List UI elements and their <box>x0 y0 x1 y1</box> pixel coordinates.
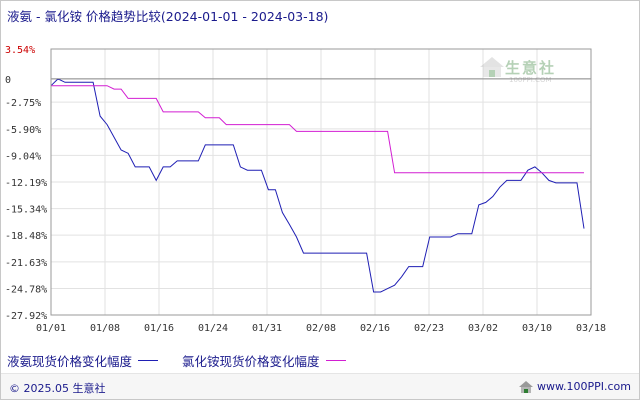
watermark-name: 生意社 <box>505 58 557 77</box>
y-tick-label: -9.04% <box>5 151 41 162</box>
footer-copyright: © 2025.05 生意社 <box>9 382 106 395</box>
y-tick-label: -21.63% <box>5 258 47 269</box>
x-tick-label: 02/16 <box>360 323 390 334</box>
footer: © 2025.05 生意社 www.100PPI.com <box>1 373 639 399</box>
footer-site[interactable]: www.100PPI.com <box>519 380 631 393</box>
legend-label-series1: 液氨现货价格变化幅度 <box>7 354 133 369</box>
site-logo-icon <box>519 380 534 393</box>
y-tick-label: -15.34% <box>5 205 47 216</box>
footer-site-url[interactable]: www.100PPI.com <box>537 380 631 393</box>
series-line-2 <box>51 85 584 174</box>
x-tick-label: 02/08 <box>306 323 336 334</box>
x-tick-label: 02/23 <box>414 323 444 334</box>
y-tick-label: -12.19% <box>5 178 47 189</box>
watermark-url: 100PPI.COM <box>509 76 552 84</box>
chart-title: 液氨 - 氯化铵 价格趋势比较(2024-01-01 - 2024-03-18) <box>7 9 329 24</box>
chart-svg: 3.54% 0 -2.75% -5.90% -9.04% -12.19% -15.34% -1… <box>5 45 606 334</box>
legend-label-series2: 氯化铵现货价格变化幅度 <box>182 354 320 369</box>
series-line-1 <box>50 78 585 293</box>
legend-swatch-series2 <box>325 360 346 361</box>
y-tick-label: 0 <box>5 75 11 86</box>
legend-swatch-series1 <box>138 360 159 361</box>
y-tick-label: -2.75% <box>5 98 41 109</box>
x-tick-label: 03/10 <box>522 323 552 334</box>
x-tick-label: 03/18 <box>576 323 606 334</box>
y-tick-label: -27.92% <box>5 311 47 322</box>
x-tick-label: 01/01 <box>36 323 66 334</box>
x-tick-label: 01/31 <box>252 323 282 334</box>
y-tick-label: 3.54% <box>5 45 35 56</box>
watermark: 生意社 100PPI.COM <box>479 56 557 84</box>
x-tick-label: 01/16 <box>144 323 174 334</box>
y-tick-label: -24.78% <box>5 284 47 295</box>
plot-frame <box>50 48 592 316</box>
x-tick-label: 01/24 <box>198 323 228 334</box>
watermark-logo-icon <box>480 57 504 77</box>
y-tick-label: -5.90% <box>5 125 41 136</box>
y-tick-label: -18.48% <box>5 231 47 242</box>
legend: 液氨现货价格变化幅度 氯化铵现货价格变化幅度 <box>7 351 370 370</box>
x-tick-label: 03/02 <box>468 323 498 334</box>
x-tick-label: 01/08 <box>90 323 120 334</box>
